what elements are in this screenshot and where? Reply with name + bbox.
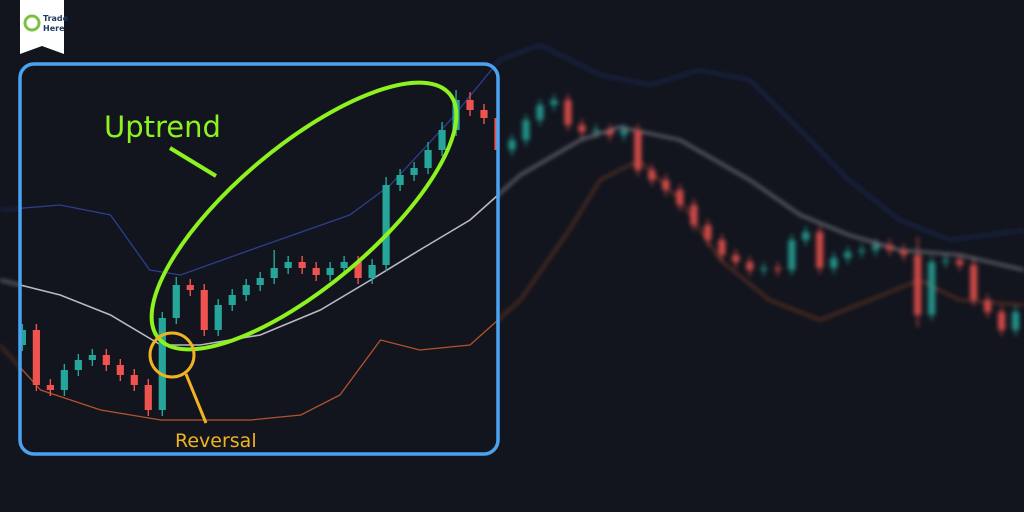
candle-body xyxy=(480,110,488,118)
candle-body xyxy=(732,255,740,262)
candle-body xyxy=(984,300,992,312)
candle-body xyxy=(130,375,138,385)
candle-body xyxy=(144,385,152,410)
candle-body xyxy=(312,268,320,275)
reversal-circle xyxy=(148,331,196,379)
candle-body xyxy=(298,262,306,268)
candle-body xyxy=(368,265,376,278)
logo-badge xyxy=(20,0,64,54)
logo-icon xyxy=(23,14,41,32)
candle-body xyxy=(200,290,208,330)
candle-body xyxy=(256,278,264,285)
logo-text: Trade xyxy=(43,14,69,23)
candle-body xyxy=(606,130,614,135)
candle-body xyxy=(102,355,110,365)
candle-body xyxy=(354,262,362,278)
reversal-label: Reversal xyxy=(175,430,257,452)
candle-body xyxy=(508,140,516,150)
candle-body xyxy=(424,150,432,168)
candle-body xyxy=(396,175,404,185)
candle-body xyxy=(578,125,586,132)
candle-body xyxy=(382,185,390,265)
candle-body xyxy=(886,245,894,250)
band-line xyxy=(20,64,498,276)
candle-body xyxy=(774,268,782,270)
uptrend-pointer xyxy=(168,146,218,178)
band-line xyxy=(20,159,498,421)
candle-body xyxy=(914,255,922,315)
logo-text: Here xyxy=(43,24,65,33)
focus-box xyxy=(18,62,500,456)
candle-body xyxy=(802,232,810,240)
candle-body xyxy=(228,295,236,305)
candle-body xyxy=(872,245,880,250)
candle-body xyxy=(410,168,418,175)
candle-body xyxy=(494,118,498,150)
candle-body xyxy=(928,262,936,315)
candle-body xyxy=(20,330,26,345)
candle-body xyxy=(242,285,250,295)
candle-body xyxy=(746,262,754,270)
candle-body xyxy=(536,105,544,120)
candle-body xyxy=(830,258,838,268)
candle-body xyxy=(116,365,124,375)
candle-body xyxy=(956,260,964,265)
candle-body xyxy=(214,305,222,330)
candle-body xyxy=(466,100,474,110)
candle-body xyxy=(326,268,334,275)
candle-body xyxy=(1012,312,1020,330)
candle-body xyxy=(32,330,40,385)
candle-body xyxy=(648,170,656,180)
candle-body xyxy=(676,190,684,205)
candle-body xyxy=(172,285,180,318)
candle-body xyxy=(620,130,628,135)
candle-body xyxy=(592,130,600,132)
candle-body xyxy=(970,265,978,300)
focus-area xyxy=(20,64,498,454)
candle-body xyxy=(270,268,278,278)
candle-body xyxy=(88,355,96,360)
uptrend-label: Uptrend xyxy=(104,110,221,144)
candle-body xyxy=(60,370,68,390)
candle-body xyxy=(760,268,768,270)
candle-body xyxy=(284,262,292,268)
candle-body xyxy=(718,240,726,255)
candle-body xyxy=(690,205,698,225)
candle-body xyxy=(942,260,950,262)
candle-body xyxy=(340,262,348,268)
candle-body xyxy=(74,360,82,370)
candle-body xyxy=(858,250,866,252)
candle-body xyxy=(522,120,530,140)
reversal-pointer xyxy=(184,373,208,424)
candle-body xyxy=(550,100,558,105)
candle-body xyxy=(900,250,908,255)
candle-body xyxy=(704,225,712,240)
candle-body xyxy=(788,240,796,270)
candle-body xyxy=(816,232,824,268)
candle-body xyxy=(186,285,194,290)
candle-body xyxy=(998,312,1006,330)
candle-body xyxy=(634,130,642,170)
candle-body xyxy=(844,252,852,258)
candle-body xyxy=(662,180,670,190)
candle-body xyxy=(158,318,166,410)
candle-body xyxy=(46,385,54,390)
candle-body xyxy=(564,100,572,125)
candle-body xyxy=(438,130,446,150)
